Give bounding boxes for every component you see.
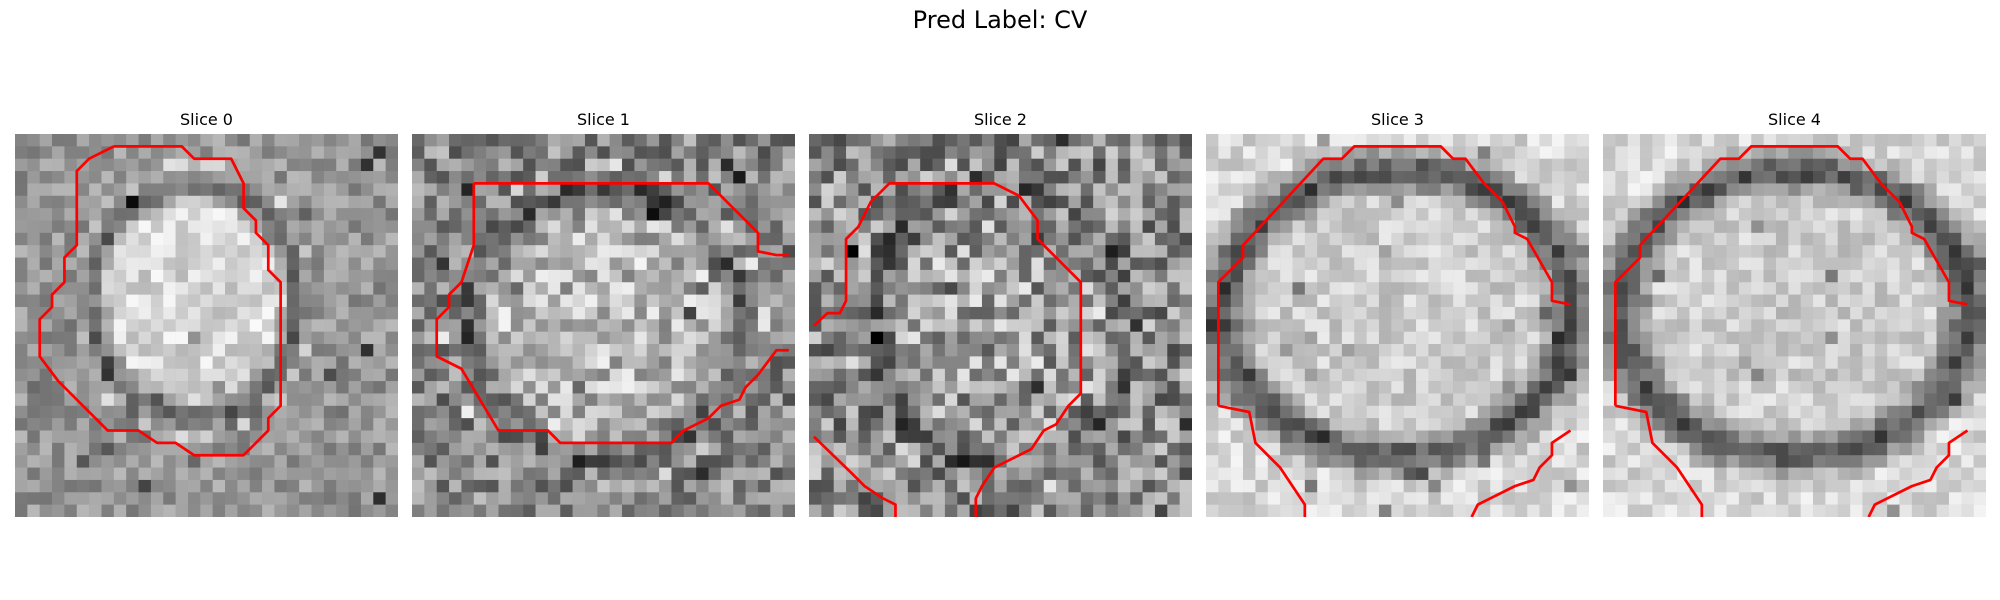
contour-line-4-0 bbox=[1613, 144, 1968, 406]
slice-pixels-3 bbox=[1206, 134, 1589, 517]
slice-title-4: Slice 4 bbox=[1768, 110, 1821, 129]
contour-line-1-0 bbox=[473, 182, 789, 257]
slice-pixels-4 bbox=[1603, 134, 1986, 517]
slice-image-3 bbox=[1206, 134, 1589, 517]
slice-image-2 bbox=[809, 134, 1192, 517]
slice-pixels-2 bbox=[809, 134, 1192, 517]
slice-title-0: Slice 0 bbox=[180, 110, 233, 129]
contour-line-3-1 bbox=[1218, 404, 1307, 517]
contour-line-0-0 bbox=[38, 144, 282, 457]
contour-line-4-2 bbox=[1867, 429, 1969, 517]
slice-pixels-1 bbox=[412, 134, 795, 517]
figure-title: Pred Label: CV bbox=[912, 6, 1088, 34]
slice-image-1 bbox=[412, 134, 795, 517]
slice-pixels-0 bbox=[15, 134, 398, 517]
contour-line-4-1 bbox=[1615, 404, 1704, 517]
contour-line-1-1 bbox=[435, 183, 789, 445]
slice-title-1: Slice 1 bbox=[577, 110, 630, 129]
slice-panel-0: Slice 0 bbox=[15, 108, 398, 517]
slice-panel-2: Slice 2 bbox=[809, 108, 1192, 517]
contour-line-3-0 bbox=[1216, 144, 1571, 406]
slice-panel-1: Slice 1 bbox=[412, 108, 795, 517]
slice-title-2: Slice 2 bbox=[974, 110, 1027, 129]
contour-line-3-2 bbox=[1470, 429, 1572, 517]
slice-title-3: Slice 3 bbox=[1371, 110, 1424, 129]
contour-line-2-1 bbox=[812, 435, 897, 517]
slice-image-4 bbox=[1603, 134, 1986, 517]
contour-line-2-0 bbox=[813, 182, 1083, 517]
slice-panel-3: Slice 3 bbox=[1206, 108, 1589, 517]
slice-panel-4: Slice 4 bbox=[1603, 108, 1986, 517]
slice-image-0 bbox=[15, 134, 398, 517]
